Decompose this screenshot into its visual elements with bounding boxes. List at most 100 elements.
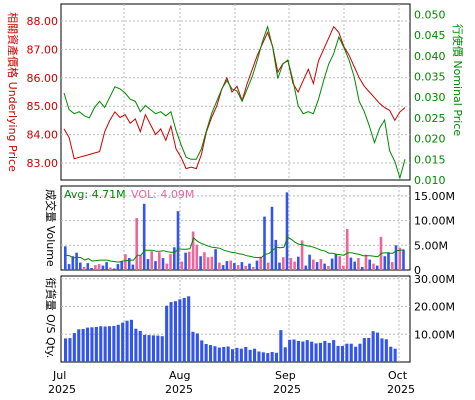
os-qty-bar	[296, 340, 300, 362]
x-label-year-jul: 2025	[48, 383, 76, 396]
volume-bar	[338, 256, 341, 270]
volume-bar	[180, 261, 184, 270]
os-qty-bar	[143, 334, 147, 362]
volume-bar	[169, 254, 172, 270]
volume-bar	[323, 263, 326, 270]
x-label-year-aug: 2025	[165, 383, 193, 396]
volume-bars	[64, 192, 405, 270]
os-qty-bar	[112, 325, 116, 362]
os-qty-bar	[213, 346, 217, 362]
os-qty-bar	[138, 330, 142, 362]
right-tick-label: 0.015	[414, 153, 446, 166]
volume-axis-title: 成交量 Volume	[44, 189, 58, 267]
volume-bar	[218, 262, 221, 270]
os-qty-bar	[244, 347, 248, 362]
volume-bar	[357, 258, 360, 270]
os-qty-bar	[77, 329, 81, 362]
os-qty-bar	[362, 338, 366, 362]
os-qty-bar	[371, 331, 375, 362]
volume-bar	[191, 231, 195, 270]
volume-bar	[150, 251, 153, 270]
volume-bar	[368, 259, 371, 270]
os-qty-bar	[64, 338, 68, 362]
os-qty-bar	[86, 327, 90, 362]
right-tick-label: 0.050	[414, 8, 446, 21]
os-qty-bar	[165, 305, 169, 362]
os-qty-bar	[266, 353, 270, 362]
left-tick-label: 84.00	[27, 129, 59, 142]
left-tick-label: 86.00	[27, 72, 59, 85]
os-qty-bar	[358, 343, 362, 362]
volume-bar	[334, 254, 338, 270]
volume-bar	[165, 263, 169, 270]
volume-bar	[82, 267, 86, 270]
os-qty-bar	[301, 341, 305, 362]
volume-bar	[244, 266, 247, 270]
volume-bar	[240, 262, 244, 270]
volume-bar	[173, 247, 176, 270]
os-qty-bar	[318, 342, 322, 362]
os-qty-bar	[231, 349, 235, 362]
os-qty-bar	[270, 352, 274, 362]
volume-bar	[274, 239, 278, 270]
os-qty-bar	[134, 328, 138, 362]
os-qty-bar	[340, 345, 344, 362]
os-qty-bar	[156, 335, 160, 362]
volume-bar	[94, 265, 97, 270]
volume-bar	[206, 257, 210, 270]
volume-bar	[184, 252, 187, 270]
os-qty-bar	[376, 332, 380, 362]
volume-bar	[402, 249, 405, 270]
volume-bar	[64, 246, 67, 270]
volume-bar	[289, 258, 293, 270]
os-qty-axis-title: 街貨量 O/S Qty.	[44, 278, 58, 359]
os-qty-bar	[147, 335, 151, 362]
volume-bar	[293, 261, 296, 270]
volume-tick-label: 5.00M	[414, 239, 448, 252]
volume-bar	[203, 252, 206, 270]
volume-bar	[131, 264, 135, 270]
volume-bar	[105, 262, 108, 270]
volume-bar	[387, 252, 390, 270]
volume-bar	[300, 240, 304, 270]
os-qty-bar	[121, 322, 125, 362]
volume-average-line	[65, 236, 405, 263]
volume-bar	[86, 263, 90, 270]
tick-labels: 83.00 84.00 85.00 86.00 87.00 88.00 0.010 0.015…	[27, 8, 455, 341]
volume-bar	[319, 259, 323, 270]
volume-bar	[349, 257, 353, 270]
os-qty-bar	[94, 327, 98, 362]
volume-bar	[120, 261, 123, 270]
volume-bar	[135, 218, 138, 270]
x-label-month-aug: Aug	[169, 369, 190, 382]
volume-bar	[199, 256, 202, 270]
volume-bar	[394, 245, 398, 270]
volume-bar	[101, 265, 105, 270]
volume-bar	[214, 249, 217, 270]
volume-bar	[327, 266, 330, 270]
os-qty-bar	[217, 347, 221, 362]
volume-bar	[124, 254, 127, 270]
volume-bar	[116, 264, 120, 270]
volume-bar	[225, 261, 229, 270]
os-qty-bar	[182, 297, 186, 362]
os-qty-bar	[389, 346, 393, 362]
volume-bar	[210, 256, 214, 270]
os-qty-bar	[257, 351, 261, 362]
os-qty-bar	[283, 347, 287, 362]
os-qty-bar	[151, 335, 155, 362]
volume-bar	[90, 268, 93, 270]
os-qty-bar	[129, 319, 133, 362]
right-tick-label: 0.035	[414, 70, 446, 83]
volume-bar	[391, 262, 394, 270]
volume-bar	[266, 262, 270, 270]
volume-bar	[360, 267, 364, 270]
volume-bar	[259, 256, 262, 270]
os-qty-bar	[72, 333, 76, 362]
right-tick-label: 0.040	[414, 50, 446, 63]
volume-bar	[345, 229, 349, 270]
right-tick-label: 0.045	[414, 29, 446, 42]
volume-bar	[270, 206, 274, 270]
volume-bar	[146, 259, 150, 270]
x-label-year-sep: 2025	[273, 383, 301, 396]
